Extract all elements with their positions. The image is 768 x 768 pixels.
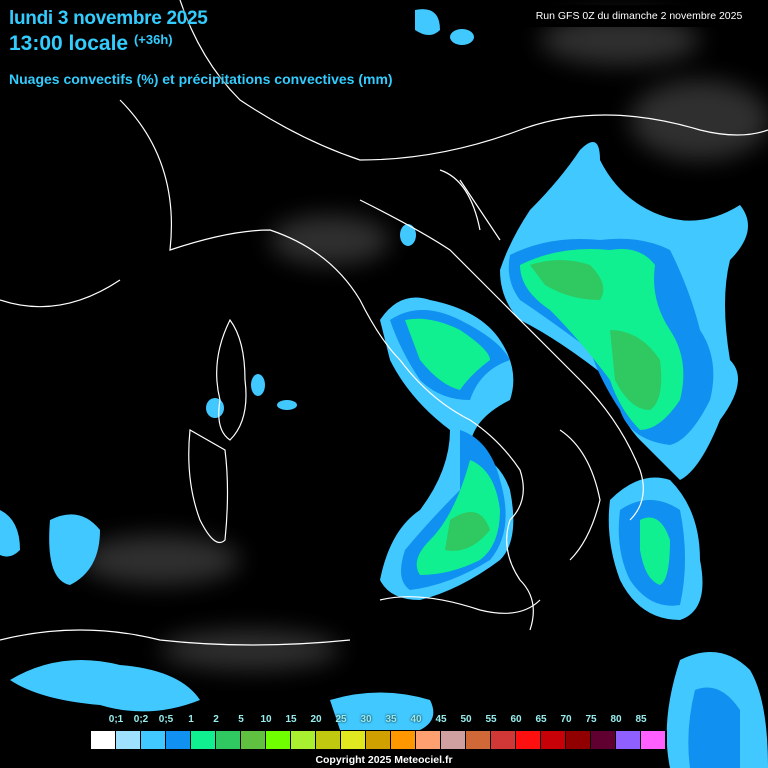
cloud-cover-layer (80, 15, 768, 670)
legend-swatch (316, 731, 341, 749)
legend-label: 0;5 (158, 714, 174, 725)
legend-swatch (616, 731, 641, 749)
legend-label: 0;2 (133, 714, 149, 725)
legend-swatch (141, 731, 166, 749)
precipitation-layer (0, 9, 768, 768)
legend-label: 2 (213, 714, 219, 725)
product-title: Nuages convectifs (%) et précipitations … (9, 71, 393, 87)
legend-swatch (466, 731, 491, 749)
color-legend (90, 730, 667, 750)
legend-label: 60 (510, 714, 522, 725)
legend-label: 30 (360, 714, 372, 725)
legend-swatch (341, 731, 366, 749)
legend-swatch (366, 731, 391, 749)
legend-swatch (491, 731, 516, 749)
legend-label: 50 (460, 714, 472, 725)
copyright: Copyright 2025 Meteociel.fr (315, 754, 453, 766)
legend-label: 5 (238, 714, 244, 725)
legend-swatch (541, 731, 566, 749)
legend-label: 20 (310, 714, 322, 725)
legend-swatch (566, 731, 591, 749)
lead-time: (+36h) (133, 32, 173, 47)
legend-label: 1 (188, 714, 194, 725)
legend-swatch (266, 731, 291, 749)
legend-swatch (441, 731, 466, 749)
legend-swatch (641, 731, 666, 749)
legend-label: 45 (435, 714, 447, 725)
legend-swatch (241, 731, 266, 749)
legend-label: 55 (485, 714, 497, 725)
legend-label: 85 (635, 714, 647, 725)
legend-label: 25 (335, 714, 347, 725)
legend-swatch (391, 731, 416, 749)
legend-label: 75 (585, 714, 597, 725)
legend-label: 80 (610, 714, 622, 725)
local-time: 13:00 locale (9, 32, 129, 55)
legend-swatch (591, 731, 616, 749)
legend-label: 10 (260, 714, 272, 725)
legend-label: 0;1 (108, 714, 124, 725)
legend-label: 65 (535, 714, 547, 725)
run-info: Run GFS 0Z du dimanche 2 novembre 2025 (510, 5, 768, 27)
legend-label: 70 (560, 714, 572, 725)
legend-swatch (166, 731, 191, 749)
legend-swatch (191, 731, 216, 749)
legend-label: 40 (410, 714, 422, 725)
forecast-time: 13:00 locale (+36h) (9, 32, 173, 56)
legend-swatch (116, 731, 141, 749)
legend-label: 15 (285, 714, 297, 725)
forecast-date: lundi 3 novembre 2025 (9, 8, 208, 29)
legend-swatch (516, 731, 541, 749)
legend-swatch (416, 731, 441, 749)
legend-swatch (216, 731, 241, 749)
legend-swatch (91, 731, 116, 749)
coastlines-borders (0, 0, 768, 646)
legend-swatch (291, 731, 316, 749)
legend-label: 35 (385, 714, 397, 725)
